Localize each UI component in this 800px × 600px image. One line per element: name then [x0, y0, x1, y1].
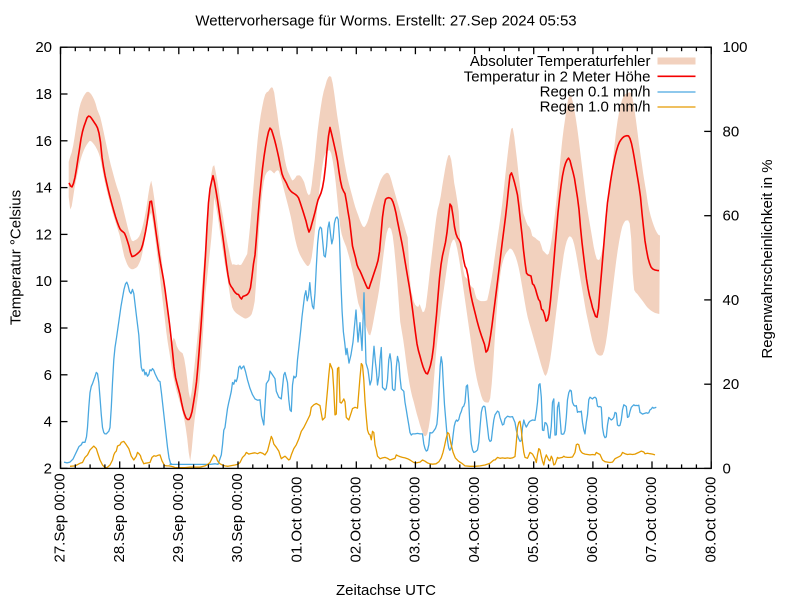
svg-text:Zeitachse UTC: Zeitachse UTC [336, 582, 436, 599]
svg-text:Temperatur in 2 Meter Höhe: Temperatur in 2 Meter Höhe [464, 68, 651, 85]
svg-text:28.Sep 00:00: 28.Sep 00:00 [111, 473, 128, 562]
svg-text:12: 12 [35, 226, 52, 243]
svg-text:18: 18 [35, 86, 52, 103]
svg-text:08.Oct 00:00: 08.Oct 00:00 [702, 477, 719, 563]
svg-text:16: 16 [35, 133, 52, 150]
svg-text:10: 10 [35, 273, 52, 290]
svg-text:07.Oct 00:00: 07.Oct 00:00 [643, 477, 660, 563]
svg-text:02.Oct 00:00: 02.Oct 00:00 [348, 477, 365, 563]
svg-text:Regenwahrscheinlichkeit in %: Regenwahrscheinlichkeit in % [759, 159, 776, 358]
svg-text:100: 100 [723, 39, 748, 56]
svg-text:8: 8 [44, 320, 52, 337]
svg-text:6: 6 [44, 367, 52, 384]
svg-text:60: 60 [723, 208, 740, 225]
svg-text:0: 0 [723, 460, 731, 477]
svg-text:06.Oct 00:00: 06.Oct 00:00 [584, 477, 601, 563]
svg-text:20: 20 [723, 376, 740, 393]
svg-text:Wettervorhersage für Worms. Er: Wettervorhersage für Worms. Erstellt: 27… [195, 13, 576, 30]
svg-text:2: 2 [44, 460, 52, 477]
svg-text:04.Oct 00:00: 04.Oct 00:00 [466, 477, 483, 563]
svg-text:80: 80 [723, 123, 740, 140]
svg-text:4: 4 [44, 414, 52, 431]
svg-text:05.Oct 00:00: 05.Oct 00:00 [525, 477, 542, 563]
svg-text:Regen 0.1 mm/h: Regen 0.1 mm/h [540, 83, 651, 100]
svg-text:Absoluter Temperaturfehler: Absoluter Temperaturfehler [470, 53, 651, 70]
svg-text:Temperatur °Celsius: Temperatur °Celsius [8, 190, 25, 325]
svg-text:29.Sep 00:00: 29.Sep 00:00 [170, 473, 187, 562]
svg-text:01.Oct 00:00: 01.Oct 00:00 [288, 477, 305, 563]
svg-text:30.Sep 00:00: 30.Sep 00:00 [229, 473, 246, 562]
svg-text:40: 40 [723, 292, 740, 309]
svg-text:20: 20 [35, 39, 52, 56]
svg-text:14: 14 [35, 180, 52, 197]
svg-text:03.Oct 00:00: 03.Oct 00:00 [407, 477, 424, 563]
svg-text:27.Sep 00:00: 27.Sep 00:00 [52, 473, 69, 562]
svg-text:Regen 1.0 mm/h: Regen 1.0 mm/h [540, 99, 651, 116]
